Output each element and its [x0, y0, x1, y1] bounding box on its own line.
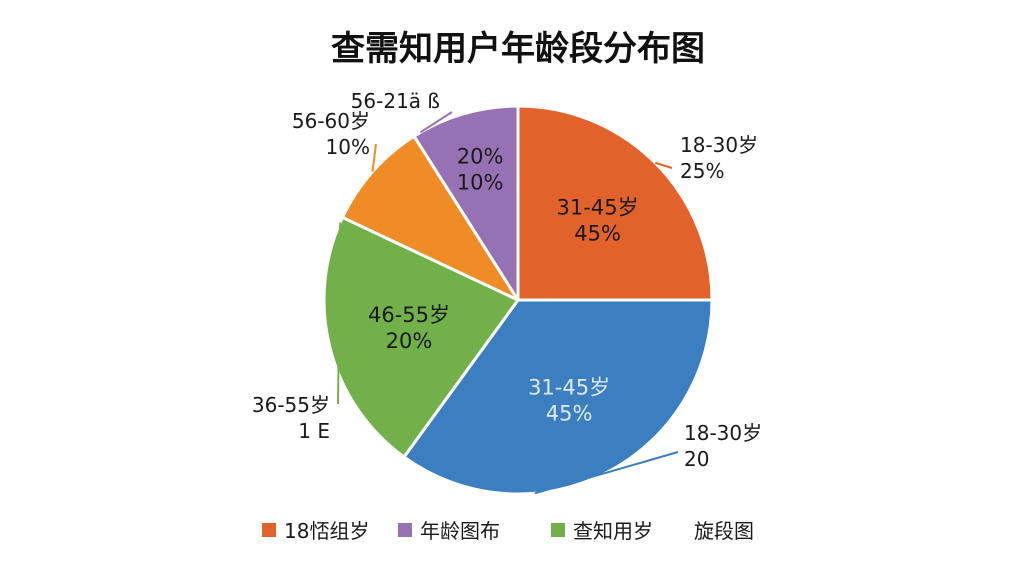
- pie-slices: [322, 104, 714, 496]
- slice-label: 31-45岁: [528, 375, 610, 399]
- legend: 18㤳组岁 年龄图布 查知用岁 旋段图: [262, 519, 754, 543]
- slice-label: 46-55岁: [368, 303, 450, 327]
- legend-label: 年龄图布: [420, 519, 500, 543]
- callout-label: 18-30岁: [680, 133, 758, 157]
- legend-label: 查知用岁: [573, 519, 653, 543]
- pie-slice: [516, 104, 714, 302]
- pie-slice: [412, 104, 520, 302]
- callout-label: 56-60岁: [292, 109, 370, 133]
- slice-label: 20%: [386, 329, 433, 353]
- callout-leader-line: [419, 111, 453, 134]
- legend-label: 18㤳组岁: [284, 519, 369, 543]
- callout-label: 1 E: [298, 419, 330, 443]
- callout-leader-line: [337, 222, 342, 405]
- callout-label: 10%: [326, 135, 370, 159]
- callout-label: 25%: [680, 159, 724, 183]
- legend-label: 旋段图: [694, 519, 754, 543]
- legend-swatch: [551, 523, 565, 537]
- callout-label: 56-21ä ß: [351, 89, 440, 113]
- slice-label: 10%: [457, 171, 504, 195]
- slice-label: 45%: [574, 221, 621, 245]
- callout-leader-line: [534, 451, 679, 495]
- slice-label: 45%: [546, 401, 593, 425]
- callout-label: 18-30岁: [684, 421, 762, 445]
- callout-label: 36-55岁: [252, 393, 330, 417]
- slice-label: 20%: [457, 145, 504, 169]
- legend-swatch: [398, 523, 412, 537]
- legend-swatch: [262, 523, 276, 537]
- chart-title: 查需知用户年龄段分布图: [331, 29, 705, 69]
- callout-label: 20: [684, 447, 709, 471]
- callout-leader-line: [371, 143, 377, 172]
- callout-leader-line: [654, 161, 673, 169]
- slice-label: 31-45岁: [557, 195, 639, 219]
